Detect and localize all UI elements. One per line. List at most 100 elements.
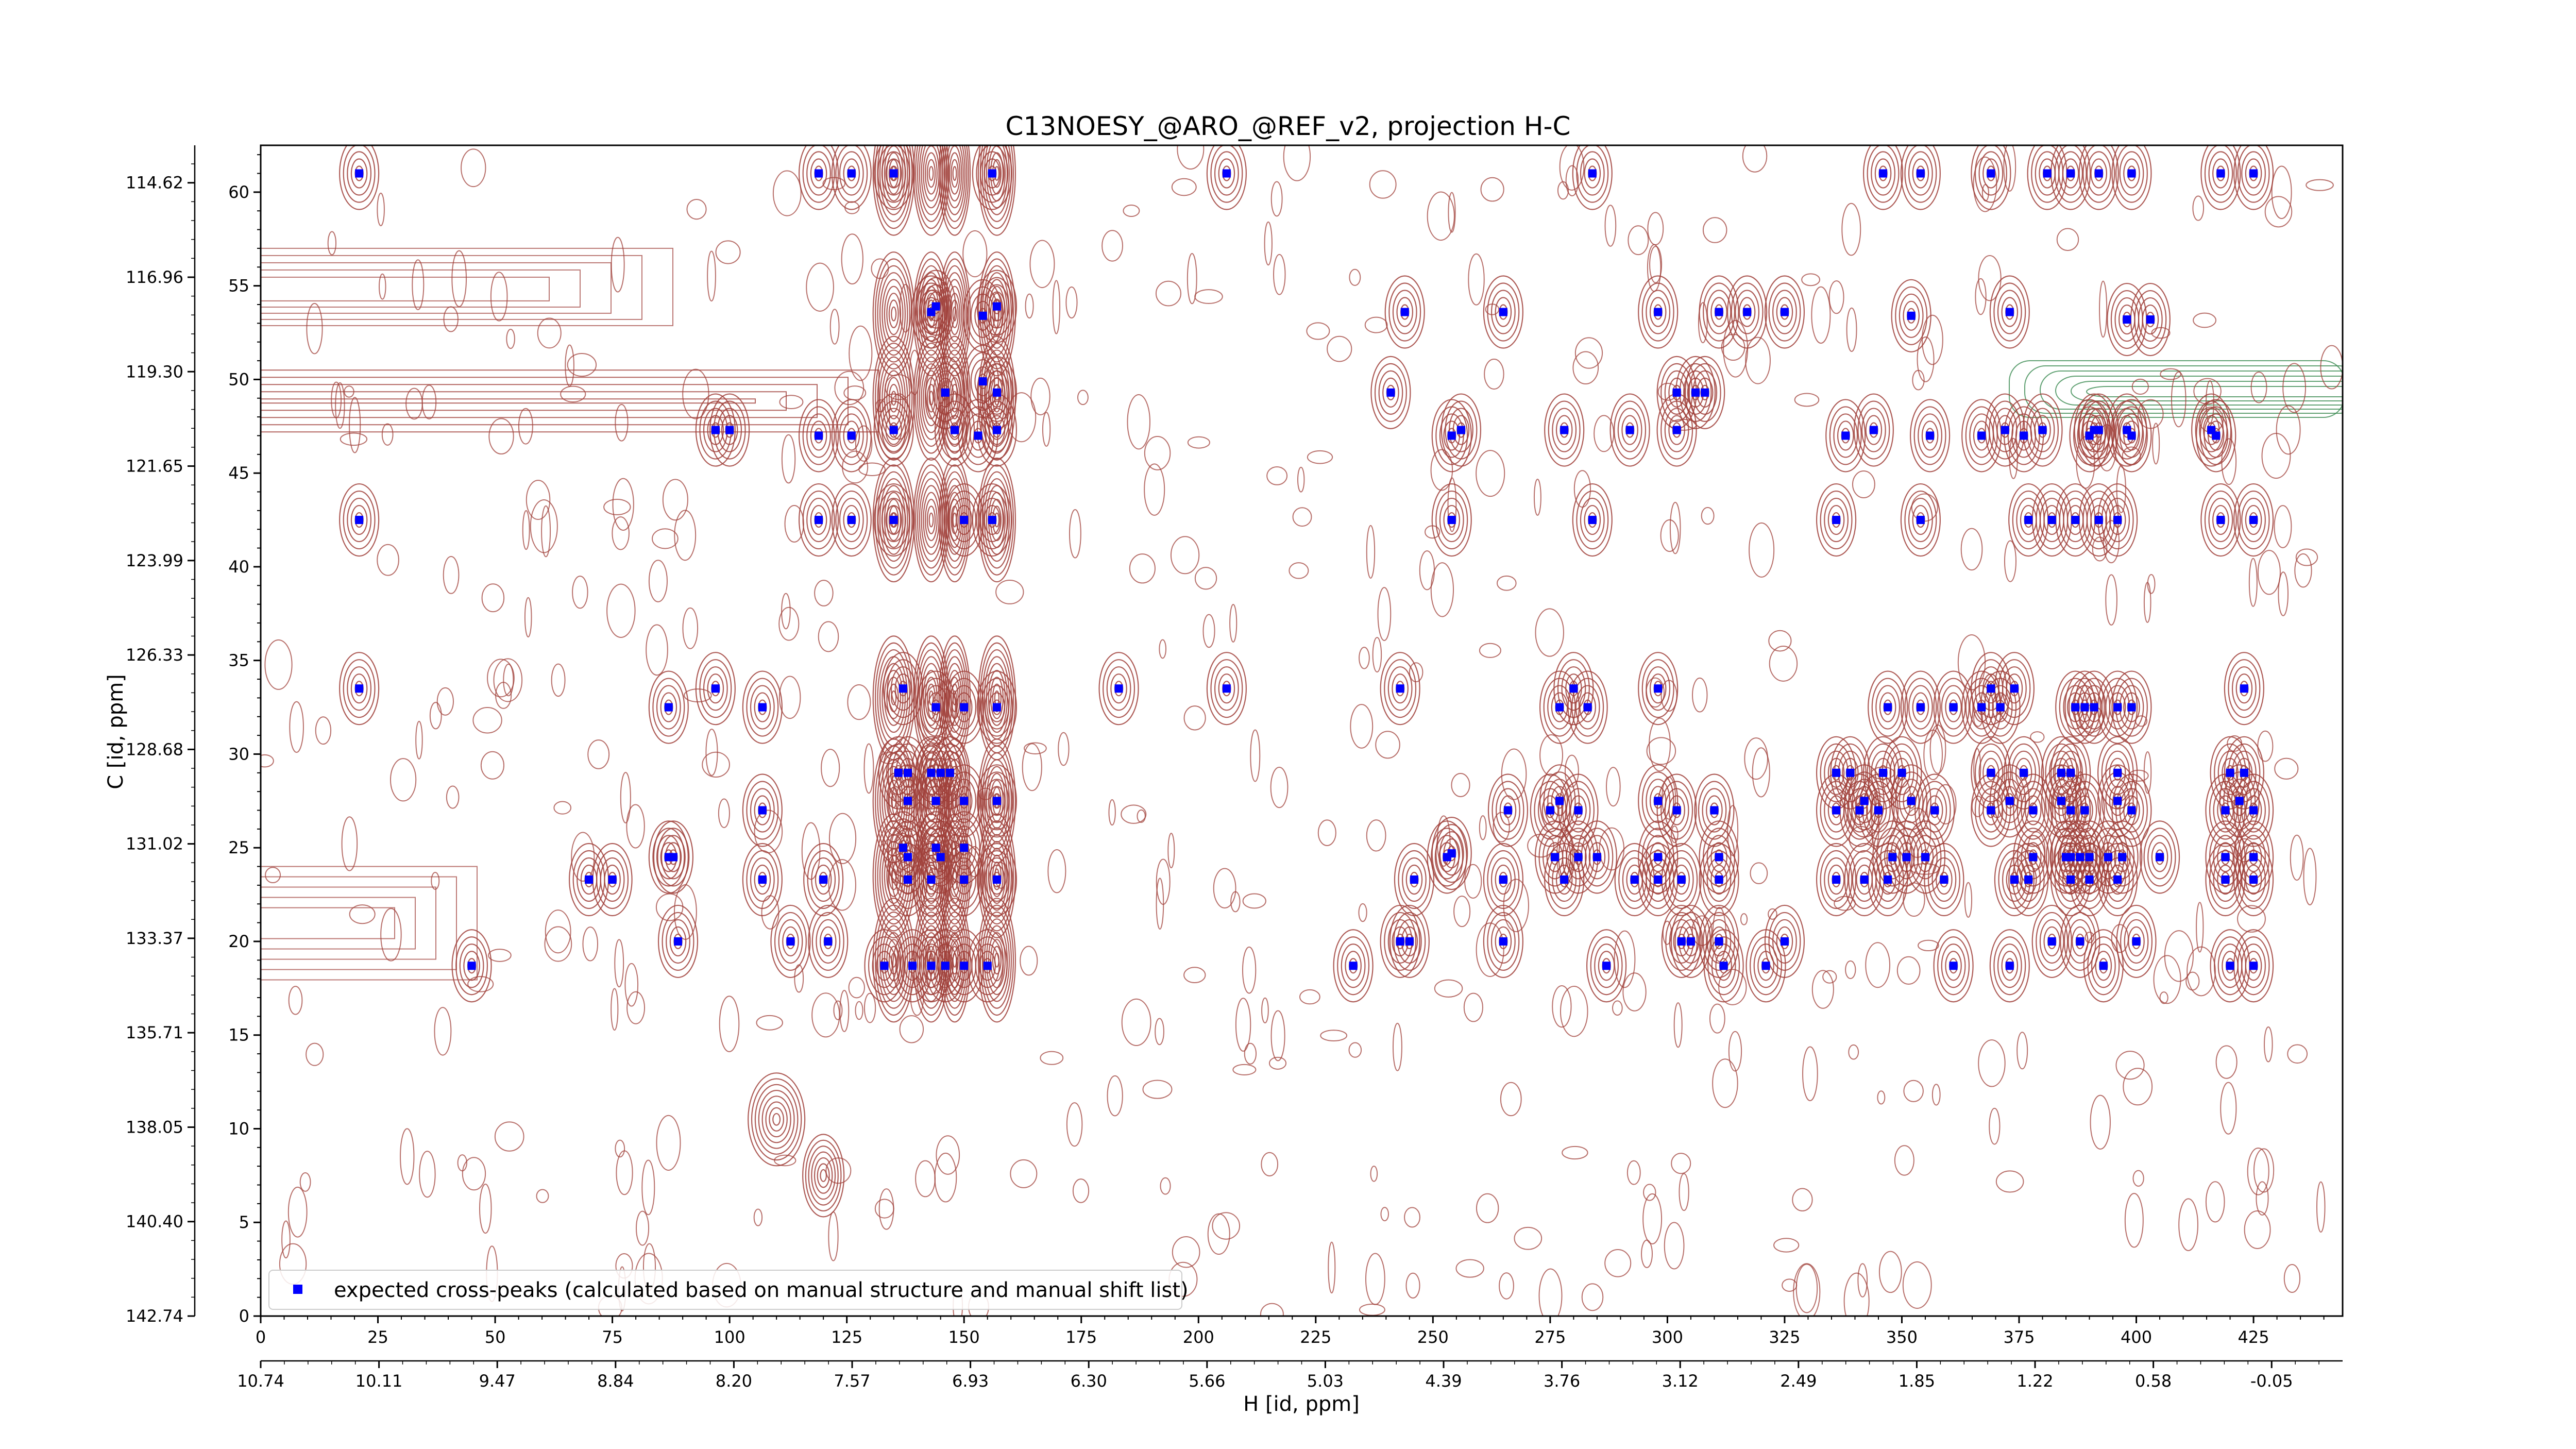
noise-contour — [421, 384, 437, 419]
cross-peak-marker-213 — [1677, 937, 1686, 946]
noise-contour — [1307, 450, 1333, 464]
contour-ring — [814, 1157, 833, 1194]
contour-ring — [985, 284, 1009, 329]
noise-contour — [2164, 930, 2194, 982]
noise-contour — [431, 871, 440, 890]
noise-contour — [1372, 637, 1382, 673]
noise-contour — [2306, 179, 2334, 191]
contour-ring — [883, 652, 923, 726]
noise-contour — [682, 607, 699, 649]
cross-peak-marker-33 — [1386, 388, 1395, 397]
noise-contour — [2271, 165, 2292, 220]
cross-peak-marker-3 — [889, 169, 898, 178]
noise-contour — [344, 385, 354, 398]
noise-contour — [1794, 393, 1820, 407]
contour-ring — [882, 663, 906, 733]
contour-ring — [2245, 842, 2262, 872]
x-ppm-tick-label-0: 10.74 — [237, 1371, 284, 1391]
contour-ring — [1921, 420, 1939, 451]
contour-ring — [1827, 864, 1845, 895]
noise-contour — [2295, 548, 2318, 566]
contour-layer — [261, 145, 2343, 1218]
contour-ring — [2196, 399, 2236, 473]
noise-contour — [778, 606, 800, 641]
contour-ring — [1443, 504, 1461, 535]
noise-contour — [1750, 862, 1768, 884]
contour-ring — [2217, 842, 2234, 872]
cross-peak-marker-73 — [1916, 516, 1925, 525]
contour-ring — [938, 145, 971, 236]
contour-ring — [1904, 490, 1937, 550]
noise-contour — [863, 992, 876, 1023]
noise-contour — [1662, 920, 1672, 945]
contour-ring — [703, 666, 728, 711]
noise-contour — [1299, 989, 1320, 1005]
noise-contour — [2152, 423, 2160, 465]
cross-peak-marker-55 — [2020, 431, 2028, 440]
contour-ring — [926, 159, 936, 188]
contour-ring — [928, 512, 934, 528]
noise-contour — [2116, 465, 2126, 513]
cross-peak-marker-232 — [2005, 962, 2014, 970]
contour-ring — [1674, 912, 1707, 971]
cross-peak-marker-139 — [1860, 797, 1869, 805]
x-tick-label-15: 375 — [2003, 1327, 2035, 1347]
noise-contour — [1981, 184, 1989, 201]
noise-contour — [1903, 882, 1925, 917]
x-ppm-tick-label-12: 3.12 — [1662, 1371, 1699, 1391]
contour-ring — [652, 678, 685, 737]
cross-peak-marker-13 — [2127, 169, 2136, 178]
noise-contour — [756, 1015, 783, 1031]
noise-contour — [306, 302, 323, 355]
y-ppm-axis: 142.74 140.40 138.05 135.71 133.37 131.02 128.… — [126, 145, 196, 1326]
noise-contour — [1604, 205, 1617, 247]
contour-ring — [1912, 158, 1929, 189]
y-tick-label-6: 30 — [228, 744, 249, 764]
cross-peak-marker-122 — [2113, 768, 2122, 777]
contour-ring — [2245, 158, 2262, 189]
contour-ring — [350, 158, 368, 189]
noise-contour — [1464, 864, 1482, 899]
contour-ring — [1776, 297, 1793, 327]
contour-ring — [1757, 951, 1774, 981]
contour-ring — [919, 857, 944, 902]
contour-ring — [976, 490, 1009, 550]
noise-contour — [544, 926, 572, 962]
noise-contour — [1559, 145, 1585, 191]
noise-contour — [1348, 1042, 1362, 1058]
noise-contour — [1436, 815, 1451, 867]
contour-ring — [879, 918, 908, 1002]
contour-ring — [2210, 736, 2250, 810]
contour-ring — [1103, 659, 1136, 718]
noise-contour — [1514, 1226, 1543, 1250]
noise-contour — [1745, 336, 1771, 384]
cross-peak-marker-152 — [2235, 797, 2244, 805]
cross-peak-marker-134 — [1654, 797, 1663, 805]
contour-ring — [2072, 926, 2089, 957]
noise-contour — [1007, 392, 1037, 443]
contour-ring — [1567, 670, 1608, 744]
noise-contour — [1266, 466, 1288, 485]
noise-contour — [2316, 1181, 2326, 1233]
contour-ring — [1670, 904, 1711, 979]
noise-contour — [1328, 1241, 1336, 1294]
contour-ring — [707, 673, 724, 704]
contour-ring — [1664, 788, 1689, 833]
contour-ring — [2138, 297, 2163, 342]
contour-ring — [2200, 483, 2241, 557]
noise-contour — [772, 170, 802, 216]
cross-peak-marker-27 — [2005, 308, 2014, 316]
contour-ring — [1487, 912, 1520, 971]
cross-peak-marker-221 — [880, 962, 889, 970]
noise-contour — [1841, 203, 1861, 256]
cross-peak-marker-138 — [1855, 806, 1864, 815]
contour-ring — [940, 342, 969, 454]
contour-ring — [2026, 400, 2059, 460]
noise-contour — [1957, 634, 1986, 690]
noise-contour — [1058, 732, 1070, 766]
contour-ring — [1830, 736, 1871, 810]
contour-ring — [798, 399, 839, 473]
noise-contour — [814, 580, 834, 606]
noise-contour — [479, 1183, 492, 1234]
